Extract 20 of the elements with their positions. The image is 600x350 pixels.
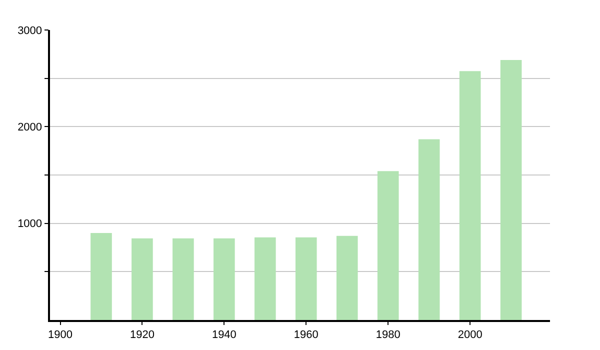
bar [90,233,112,320]
x-tick-label: 2000 [458,328,482,341]
bar [418,139,440,320]
bar [254,237,276,320]
x-tick-label: 1900 [48,328,72,341]
bar [336,236,358,320]
bar [132,238,153,320]
bar [295,237,317,320]
bar [172,238,194,320]
bar [214,238,235,320]
y-tick-label: 1000 [18,218,42,230]
x-tick-label: 1920 [130,328,154,341]
bar [459,71,481,320]
bar [500,60,522,320]
y-tick-label: 2000 [18,122,42,134]
x-tick-label: 1960 [294,328,318,341]
bar [377,171,399,320]
x-tick-label: 1940 [212,328,236,341]
y-tick-label: 3000 [18,24,42,37]
x-tick-label: 1980 [376,328,400,341]
